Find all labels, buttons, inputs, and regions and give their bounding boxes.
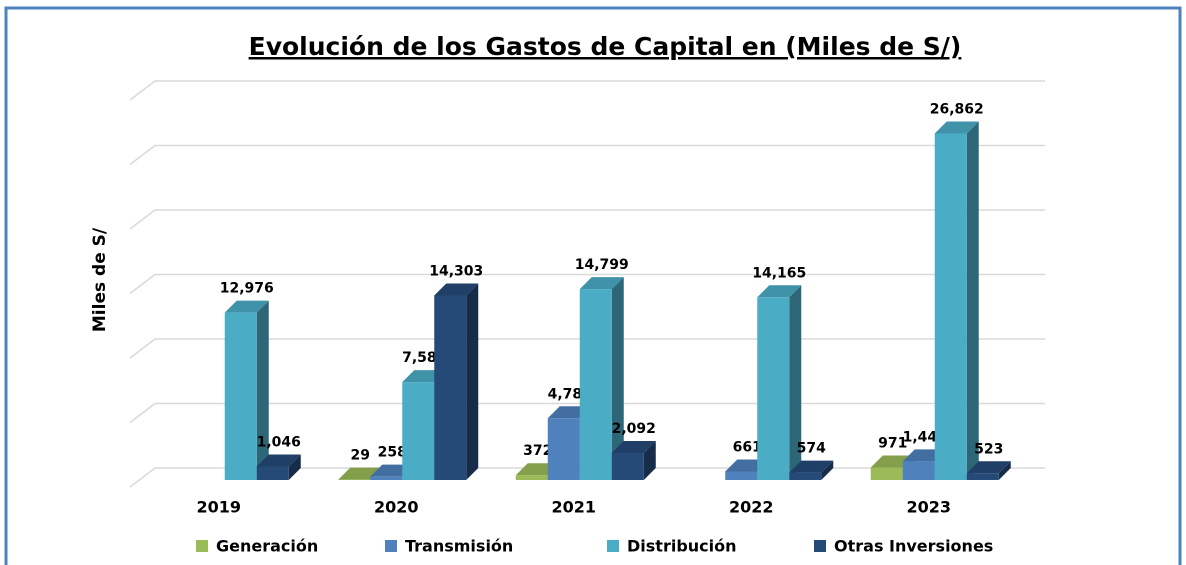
bar-top <box>224 300 269 313</box>
bar <box>789 472 822 480</box>
bar-top <box>256 454 301 467</box>
data-label: 1,046 <box>257 435 301 451</box>
bar <box>611 453 644 480</box>
bar <box>547 418 580 480</box>
bar-side <box>821 460 834 480</box>
data-label: 14,799 <box>575 257 629 273</box>
bar <box>434 295 467 480</box>
bar-side <box>611 277 624 480</box>
legend-swatch <box>385 540 397 552</box>
data-label: 29 <box>351 448 370 464</box>
bar-side <box>998 461 1011 480</box>
legend-swatch <box>814 540 826 552</box>
bar <box>579 289 612 480</box>
bar-top <box>757 285 802 298</box>
legend-label: Otras Inversiones <box>834 537 993 556</box>
data-label: 661 <box>733 439 762 455</box>
bar-side <box>256 300 269 480</box>
bar <box>757 297 790 480</box>
data-label: 2,092 <box>612 421 656 437</box>
y-axis-label: Miles de S/ <box>90 227 110 332</box>
grid-line <box>129 402 1045 424</box>
data-label: 14,165 <box>752 265 806 281</box>
bar <box>515 475 548 480</box>
bar <box>370 476 403 480</box>
data-label: 258 <box>378 445 407 461</box>
data-label: 26,862 <box>930 101 984 117</box>
bar-side <box>288 454 301 480</box>
bar <box>902 461 935 480</box>
bar <box>402 382 435 480</box>
bar-top <box>611 441 656 454</box>
bar-side <box>466 283 479 480</box>
data-label: 372 <box>523 443 552 459</box>
grid-line <box>129 209 1045 230</box>
bar-top <box>789 460 834 473</box>
grid-line <box>129 144 1045 166</box>
bar-top <box>579 277 624 290</box>
bar-top <box>966 461 1011 474</box>
x-tick-label: 2019 <box>196 498 241 517</box>
data-label: 574 <box>797 441 826 457</box>
legend-label: Distribución <box>627 537 737 556</box>
bar <box>224 312 257 480</box>
bar-side <box>789 285 802 480</box>
chart-title: Evolución de los Gastos de Capital en (M… <box>249 32 962 61</box>
bar <box>256 466 289 480</box>
legend-label: Transmisión <box>405 537 513 556</box>
bar-side <box>966 121 979 481</box>
bar <box>870 467 903 480</box>
x-tick-label: 2020 <box>374 498 419 517</box>
bar-side <box>643 441 656 480</box>
bar <box>966 473 999 480</box>
grid-line <box>129 338 1045 359</box>
bar <box>934 133 967 480</box>
legend-swatch <box>196 540 208 552</box>
bar <box>725 471 758 480</box>
bar-top <box>434 283 479 296</box>
legend-label: Generación <box>216 537 318 556</box>
data-label: 12,976 <box>220 281 274 297</box>
data-label: 523 <box>974 441 1003 457</box>
legend-swatch <box>607 540 619 552</box>
x-tick-label: 2021 <box>551 498 596 517</box>
data-label: 971 <box>878 435 907 451</box>
x-tick-label: 2022 <box>729 498 774 517</box>
grid-line <box>129 273 1045 295</box>
grid-line <box>129 80 1045 101</box>
data-label: 14,303 <box>429 263 483 279</box>
x-tick-label: 2023 <box>906 498 951 517</box>
bar-top <box>934 121 979 134</box>
